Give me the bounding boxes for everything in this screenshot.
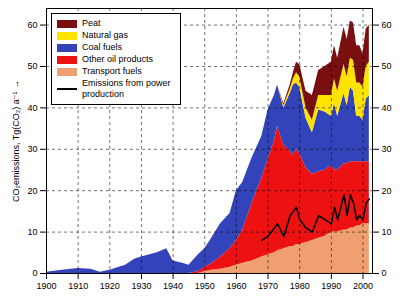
svg-text:40: 40 — [27, 103, 37, 113]
svg-text:1900: 1900 — [36, 281, 56, 291]
svg-text:50: 50 — [382, 61, 392, 71]
svg-text:20: 20 — [27, 186, 37, 196]
svg-text:1960: 1960 — [226, 281, 246, 291]
svg-text:1930: 1930 — [131, 281, 151, 291]
html-text:Transport fuels: Transport fuels — [82, 66, 142, 76]
html-text:Coal fuels: Coal fuels — [82, 42, 122, 52]
svg-text:60: 60 — [382, 20, 392, 30]
svg-text:1980: 1980 — [290, 281, 310, 291]
svg-text:60: 60 — [27, 20, 37, 30]
svg-text:10: 10 — [27, 227, 37, 237]
svg-text:50: 50 — [27, 61, 37, 71]
svg-text:40: 40 — [382, 103, 392, 113]
svg-text:10: 10 — [382, 227, 392, 237]
svg-text:1940: 1940 — [163, 281, 183, 291]
html-text:Natural gas: Natural gas — [82, 30, 128, 40]
html-text:Emissions from power productio: Emissions from power production — [82, 78, 171, 99]
svg-text:30: 30 — [382, 144, 392, 154]
svg-text:1990: 1990 — [321, 281, 341, 291]
html-text:Other oil products: Other oil products — [82, 54, 153, 64]
svg-text:20: 20 — [382, 186, 392, 196]
svg-text:1950: 1950 — [195, 281, 215, 291]
svg-text:1970: 1970 — [258, 281, 278, 291]
svg-text:30: 30 — [27, 144, 37, 154]
html-text:Peat: Peat — [82, 18, 101, 28]
svg-text:2000: 2000 — [353, 281, 373, 291]
svg-text:0: 0 — [32, 268, 37, 278]
svg-text:1920: 1920 — [100, 281, 120, 291]
svg-text:0: 0 — [382, 268, 387, 278]
svg-text:1910: 1910 — [68, 281, 88, 291]
svg-text:CO₂emissions, Tg(CO₂) a⁻¹ →: CO₂emissions, Tg(CO₂) a⁻¹ → — [11, 80, 21, 202]
